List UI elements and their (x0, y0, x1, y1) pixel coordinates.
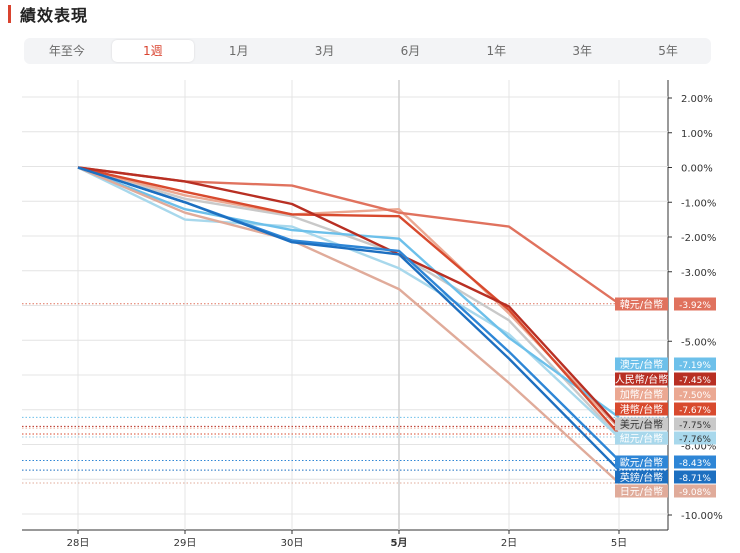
series-value-label: -8.71% (679, 474, 711, 484)
series-line (77, 166, 620, 472)
series-value-tag: 澳元/台幣 -7.19% (615, 357, 716, 371)
series-line (77, 166, 620, 428)
tab-ytd[interactable]: 年至今 (48, 44, 85, 58)
series-value-tag: 紐元/台幣 -7.76% (615, 431, 716, 445)
series-name-label: 港幣/台幣 (620, 403, 663, 416)
x-tick-label: 29日 (174, 538, 197, 549)
y-tick-label: -10.00% (681, 511, 723, 522)
series-name-box (615, 484, 668, 498)
x-tick-label: 5日 (611, 538, 627, 549)
series-value-box (674, 372, 716, 386)
series-name-box (615, 431, 668, 445)
y-tick-label: -5.00% (681, 337, 716, 348)
x-tick-label: 28日 (67, 538, 90, 549)
series-line (77, 166, 620, 419)
tab-1m[interactable]: 1月 (228, 44, 249, 58)
series-name-label: 英鎊/台幣 (620, 471, 663, 484)
series-value-tag: 韓元/台幣 -3.92% (615, 297, 716, 311)
series-value-tag: 美元/台幣 -7.75% (615, 417, 716, 431)
period-tabs: 年至今 1週 1月 3月 6月 1年 3年 5年 (24, 38, 711, 64)
series-value-label: -8.43% (679, 459, 711, 469)
series-line (77, 166, 620, 429)
series-name-label: 韓元/台幣 (620, 298, 663, 311)
series-value-label: -7.50% (679, 391, 711, 401)
series-name-box (615, 372, 668, 386)
tab-5y[interactable]: 5年 (658, 44, 678, 58)
series-name-box (615, 297, 668, 311)
series-value-box (674, 357, 716, 371)
section-title: 績效表現 (8, 4, 89, 25)
series-value-tag: 港幣/台幣 -7.67% (615, 402, 716, 416)
y-tick-label: -8.00% (681, 442, 716, 453)
series-value-tag: 歐元/台幣 -8.43% (615, 455, 716, 469)
series-value-label: -3.92% (679, 301, 711, 311)
page-title: 績效表現 (20, 6, 89, 25)
series-value-label: -7.76% (679, 435, 711, 445)
series-name-box (615, 402, 668, 416)
x-tick-label: 2日 (501, 538, 517, 549)
series-value-box (674, 455, 716, 469)
series-value-box (674, 431, 716, 445)
series-value-box (674, 387, 716, 401)
series-line (77, 166, 620, 439)
series-name-box (615, 455, 668, 469)
series-value-label: -7.45% (679, 376, 711, 386)
series-value-label: -7.67% (679, 406, 711, 416)
series-name-label: 日元/台幣 (620, 485, 663, 498)
series-name-label: 紐元/台幣 (620, 432, 663, 445)
tab-1y[interactable]: 1年 (486, 44, 507, 58)
series-line (77, 166, 620, 435)
series-value-tag: 加幣/台幣 -7.50% (615, 387, 716, 401)
series-name-box (615, 357, 668, 371)
y-tick-label: -2.00% (681, 233, 716, 244)
series-name-label: 人民幣/台幣 (615, 373, 668, 386)
tab-3y[interactable]: 3年 (572, 44, 592, 58)
series-value-box (674, 402, 716, 416)
series-value-label: -9.08% (679, 488, 711, 498)
y-tick-label: 1.00% (681, 129, 713, 140)
series-name-box (615, 417, 668, 431)
tab-3m[interactable]: 3月 (314, 44, 335, 58)
series-value-box (674, 297, 716, 311)
series-value-label: -7.75% (679, 421, 711, 431)
y-tick-label: 0.00% (681, 164, 713, 175)
series-name-label: 加幣/台幣 (620, 388, 663, 401)
x-tick-label: 30日 (281, 538, 304, 549)
series-value-box (674, 417, 716, 431)
series-name-label: 澳元/台幣 (620, 358, 663, 371)
series-value-box (674, 470, 716, 484)
title-accent-bar (8, 5, 11, 23)
series-name-box (615, 387, 668, 401)
series-name-label: 美元/台幣 (620, 418, 663, 431)
series-value-tag: 人民幣/台幣 -7.45% (615, 372, 716, 386)
series-name-label: 歐元/台幣 (620, 456, 663, 469)
series-name-box (615, 470, 668, 484)
x-tick-label: 5月 (391, 537, 408, 549)
tab-6m[interactable]: 6月 (400, 44, 421, 58)
y-tick-label: -3.00% (681, 268, 716, 279)
series-value-label: -7.19% (679, 361, 711, 371)
y-tick-label: -1.00% (681, 198, 716, 209)
series-value-box (674, 484, 716, 498)
tab-1w[interactable]: 1週 (111, 40, 194, 62)
series-value-tag: 日元/台幣 -9.08% (615, 484, 716, 498)
series-value-tag: 英鎊/台幣 -8.71% (615, 470, 716, 484)
series-line (77, 166, 620, 484)
y-tick-label: 2.00% (681, 94, 713, 105)
